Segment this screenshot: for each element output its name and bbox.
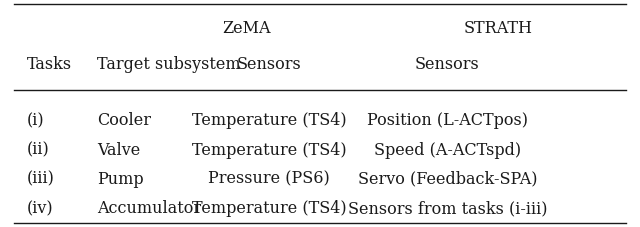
Text: STRATH: STRATH — [464, 20, 533, 37]
Text: Cooler: Cooler — [97, 112, 151, 129]
Text: Target subsystem: Target subsystem — [97, 56, 241, 73]
Text: Position (L-ACTpos): Position (L-ACTpos) — [367, 112, 528, 129]
Text: ZeMA: ZeMA — [223, 20, 271, 37]
Text: Sensors from tasks (i-iii): Sensors from tasks (i-iii) — [348, 199, 547, 216]
Text: Sensors: Sensors — [237, 56, 301, 73]
Text: Pressure (PS6): Pressure (PS6) — [208, 170, 330, 187]
Text: (i): (i) — [27, 112, 45, 129]
Text: Speed (A-ACTspd): Speed (A-ACTspd) — [374, 141, 521, 158]
Text: Tasks: Tasks — [27, 56, 72, 73]
Text: Sensors: Sensors — [415, 56, 480, 73]
Text: Accumulator: Accumulator — [97, 199, 201, 216]
Text: (iii): (iii) — [27, 170, 55, 187]
Text: (ii): (ii) — [27, 141, 50, 158]
Text: Temperature (TS4): Temperature (TS4) — [192, 199, 346, 216]
Text: Pump: Pump — [97, 170, 143, 187]
Text: Valve: Valve — [97, 141, 140, 158]
Text: Temperature (TS4): Temperature (TS4) — [192, 141, 346, 158]
Text: (iv): (iv) — [27, 199, 54, 216]
Text: Temperature (TS4): Temperature (TS4) — [192, 112, 346, 129]
Text: Servo (Feedback-SPA): Servo (Feedback-SPA) — [358, 170, 537, 187]
